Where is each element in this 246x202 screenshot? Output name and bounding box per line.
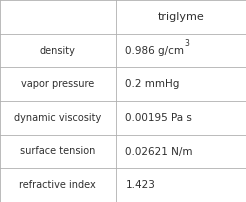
Text: refractive index: refractive index — [19, 180, 96, 190]
Text: 1.423: 1.423 — [125, 180, 155, 190]
Text: vapor pressure: vapor pressure — [21, 79, 94, 89]
Text: surface tension: surface tension — [20, 146, 95, 157]
Text: 3: 3 — [184, 39, 189, 48]
Text: 0.2 mmHg: 0.2 mmHg — [125, 79, 180, 89]
Text: dynamic viscosity: dynamic viscosity — [14, 113, 101, 123]
Text: 0.986 g/cm: 0.986 g/cm — [125, 45, 184, 56]
Text: triglyme: triglyme — [157, 12, 204, 22]
Text: density: density — [40, 45, 76, 56]
Text: 0.00195 Pa s: 0.00195 Pa s — [125, 113, 192, 123]
Text: 0.02621 N/m: 0.02621 N/m — [125, 146, 193, 157]
